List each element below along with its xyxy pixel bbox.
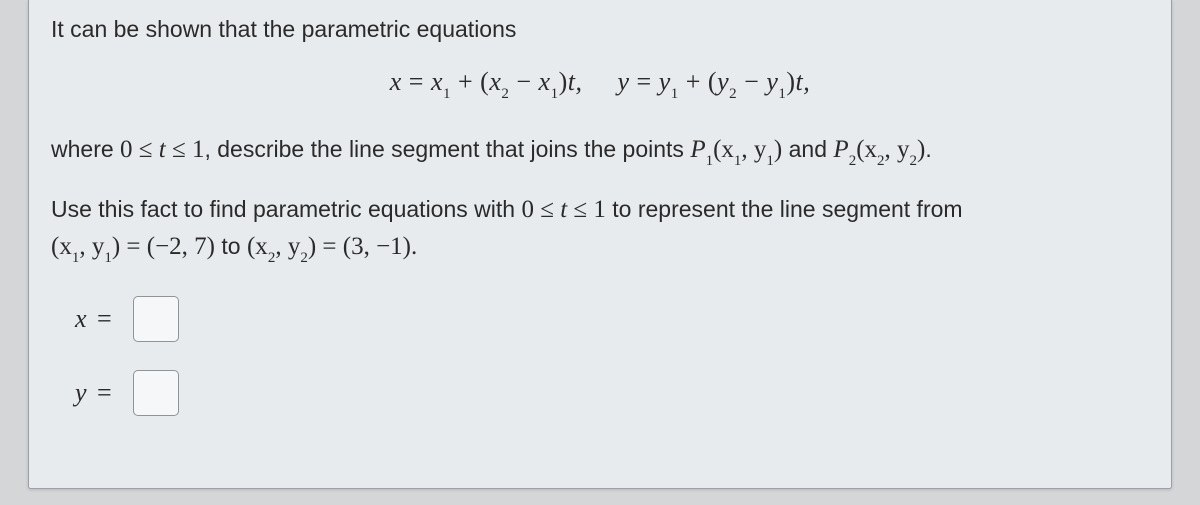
answer-inputs: x = y = (51, 296, 1149, 416)
instruction-text: Use this fact to find parametric equatio… (51, 191, 1149, 268)
y-row: y = (75, 370, 1149, 416)
x-label: x = (75, 304, 123, 334)
x-input[interactable] (133, 296, 179, 342)
question-panel: It can be shown that the parametric equa… (28, 0, 1172, 489)
y-label: y = (75, 378, 123, 408)
x-row: x = (75, 296, 1149, 342)
where-clause: where 0 ≤ t ≤ 1, describe the line segme… (51, 131, 1149, 171)
intro-text: It can be shown that the parametric equa… (51, 16, 1149, 43)
y-input[interactable] (133, 370, 179, 416)
parametric-equations: x = x1 + (x2 − x1)t, y = y1 + (y2 − y1)t… (51, 67, 1149, 101)
